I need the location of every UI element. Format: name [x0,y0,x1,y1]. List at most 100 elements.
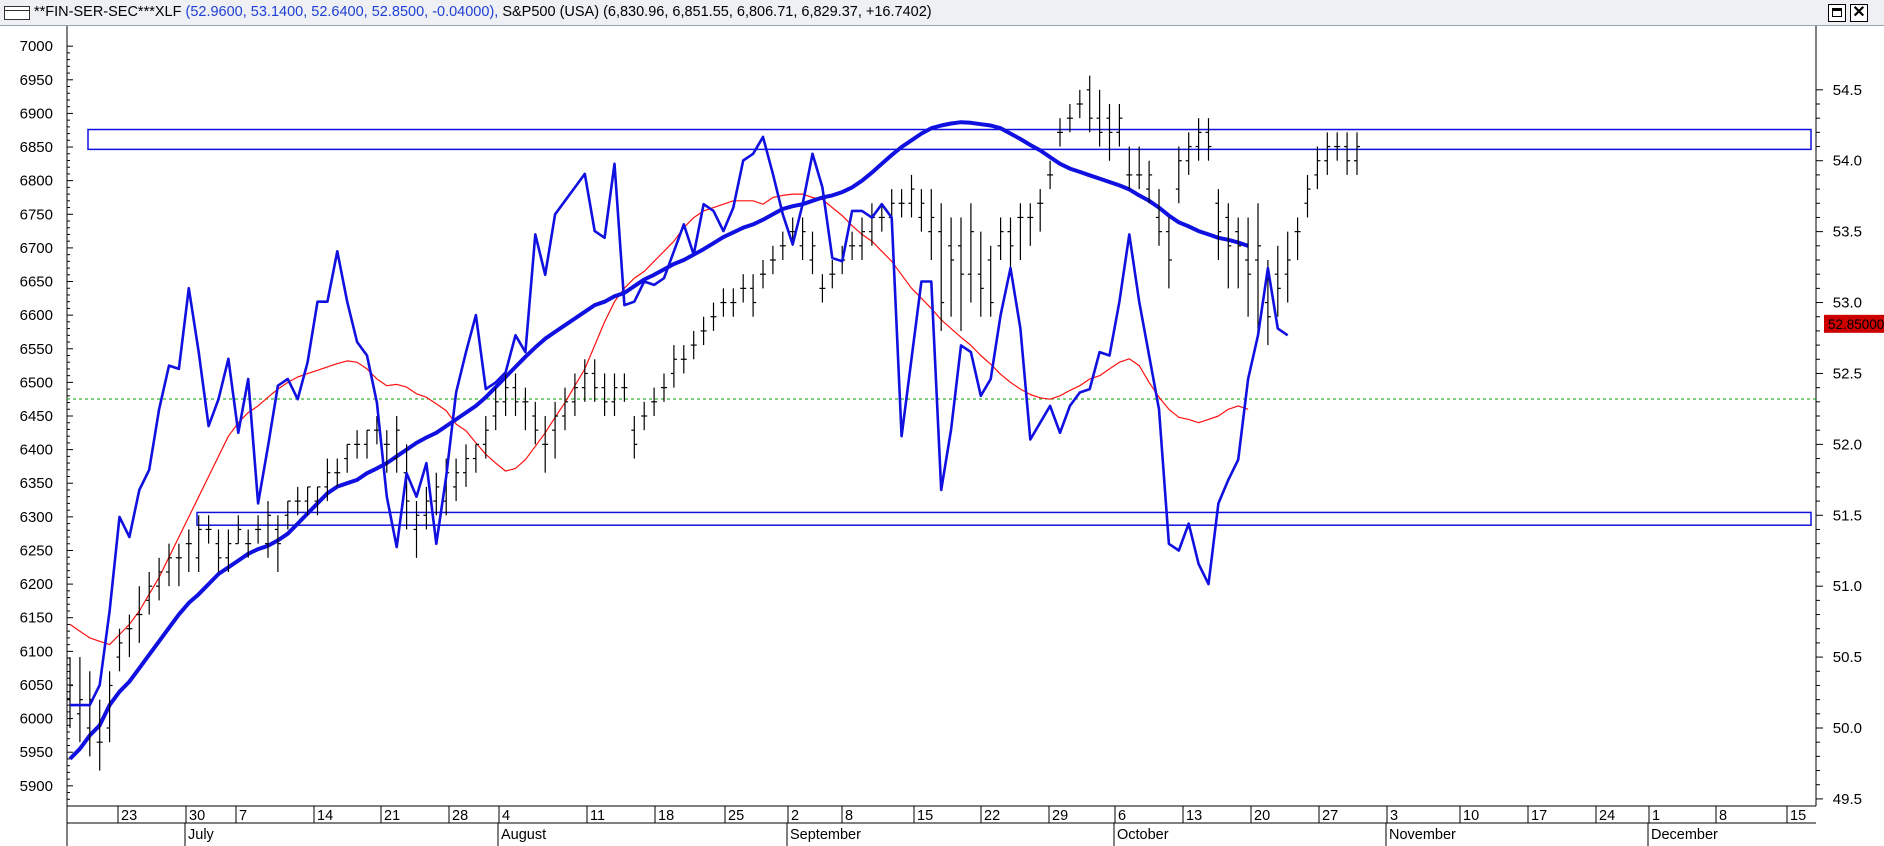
plot-background [0,26,1884,846]
price-bar [611,373,618,416]
price-bar [255,515,262,544]
day-tick-label: 2 [791,808,799,824]
price-bar [532,401,539,445]
maximize-button[interactable] [1828,4,1846,22]
title-symbol: **FIN-SER-SEC***XLF [34,4,182,20]
title-bar: **FIN-SER-SEC***XLF (52.9600, 53.1400, 5… [0,0,1884,26]
price-bar [334,458,341,487]
window-icon[interactable] [4,6,30,20]
right-tick-label: 54.5 [1833,82,1862,99]
price-bar [116,628,123,672]
price-bar [661,373,667,402]
left-tick-label: 6100 [20,643,53,660]
left-tick-label: 6300 [20,509,53,526]
price-bar [126,614,133,658]
day-tick-label: 20 [1254,808,1270,824]
breadth-line-series [70,135,1289,707]
day-tick-label: 22 [984,808,1000,824]
day-tick-label: 27 [1322,808,1338,824]
price-bar [1215,189,1222,260]
price-bar [987,245,994,317]
price-bar [1106,104,1113,161]
title-index: S&P500 (USA) (6,830.96, 6,851.55, 6,806.… [502,4,932,20]
price-bar [948,217,955,317]
price-bar [215,529,222,572]
price-bar [512,373,519,416]
price-bar [571,373,578,416]
left-tick-label: 6600 [20,307,53,324]
price-bar [1165,217,1172,289]
price-bar [314,486,321,516]
price-bar [878,203,885,232]
price-bar [1334,132,1341,161]
price-bar [1354,132,1360,175]
price-bar [700,316,707,346]
long-average-line [68,120,1249,761]
left-tick-label: 6750 [20,206,53,223]
day-tick-label: 1 [1652,808,1660,824]
price-bar [670,345,677,388]
price-bar [542,416,549,473]
day-tick-label: 23 [121,808,137,824]
left-tick-label: 6850 [20,139,53,156]
breadth-line [70,135,1289,707]
price-bar [1096,89,1103,147]
price-bar [453,458,460,502]
month-label: October [1117,827,1169,843]
day-tick-label: 8 [1719,808,1727,824]
price-bar [185,529,192,572]
price-bar [235,515,242,545]
price-bar [96,699,103,771]
price-bar [1324,132,1331,175]
price-bar [1255,203,1261,331]
close-button[interactable]: ✕ [1850,4,1868,22]
left-tick-label: 6700 [20,240,53,257]
right-tick-label: 49.5 [1833,791,1862,808]
price-bar [76,657,83,743]
left-tick-label: 6150 [20,610,53,627]
price-bar [1116,104,1123,147]
price-bar [641,401,648,431]
day-tick-label: 21 [384,808,400,824]
price-bar [631,416,638,459]
price-bar [166,543,172,587]
price-bar [1185,132,1192,175]
price-bar [1037,189,1044,232]
price-bar [522,387,529,431]
right-tick-label: 54.0 [1833,153,1862,170]
day-tick-label: 10 [1463,808,1479,824]
price-bar [225,529,232,572]
day-tick-label: 8 [845,808,853,824]
price-bar [740,274,747,303]
price-bar [324,458,331,502]
price-bar [156,557,163,601]
price-bar [958,217,964,331]
day-tick-label: 6 [1118,808,1126,824]
price-bar [1235,217,1242,289]
price-bar [472,443,479,473]
month-label: August [501,827,546,843]
price-bar [1086,75,1093,133]
price-bar [769,245,776,275]
price-bar [383,430,390,473]
price-bar [621,373,628,402]
price-bar [730,288,737,317]
right-tick-label: 50.0 [1833,720,1862,737]
price-bar [364,429,370,459]
price-bar [977,231,984,317]
left-tick-label: 6900 [20,105,53,122]
day-tick-label: 14 [317,808,333,824]
price-bar [928,189,935,260]
day-tick-label: 4 [502,808,510,824]
price-bar [136,586,143,643]
title-symbol-values: (52.9600, 53.1400, 52.6400, 52.8500, -0.… [185,4,499,20]
price-chart[interactable]: 7000 6950 6900 6850 6800 6750 6700 6650 6600 6550… [0,26,1884,846]
left-tick-label: 6200 [20,576,53,593]
price-bar [1274,245,1281,317]
range-box [196,511,1812,526]
price-bar [413,501,420,558]
price-bar [1047,160,1054,190]
price-bar [552,401,559,459]
window-title: **FIN-SER-SEC***XLF (52.9600, 53.1400, 5… [34,4,932,20]
price-bar [1294,217,1301,260]
